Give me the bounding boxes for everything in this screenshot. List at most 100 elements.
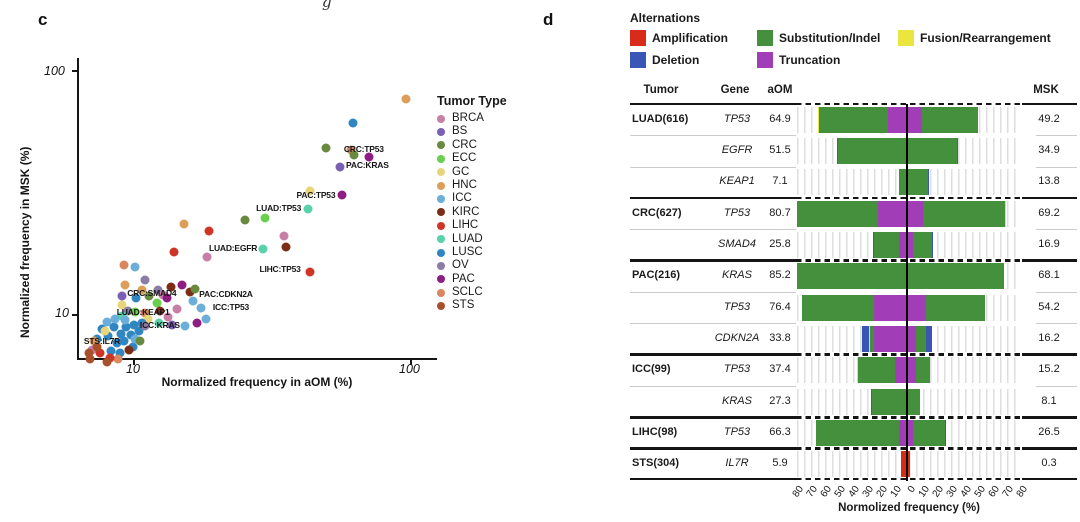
group-separator-line <box>630 477 796 481</box>
aom-value-cell: 64.9 <box>769 112 791 125</box>
scatter-point-bs <box>335 162 345 172</box>
alteration-legend-item: Substitution/Indel <box>757 30 880 46</box>
d-table-row: CRC(627) TP53 80.7 69.2 <box>630 198 1077 229</box>
scatter-point-gc <box>100 326 110 336</box>
legend-item-label: BRCA <box>452 112 484 124</box>
d-col-header-aom: aOM <box>767 84 793 96</box>
legend-dot-icon <box>437 302 445 311</box>
bar-segment-msk-substitution <box>909 388 921 415</box>
legend-swatch-icon <box>630 30 646 46</box>
group-separator-line <box>796 477 1022 481</box>
legend-swatch-icon <box>757 30 773 46</box>
scatter-point-crc <box>349 150 359 160</box>
d-table-row: TP53 76.4 54.2 <box>630 292 1077 323</box>
gene-cell: TP53 <box>723 206 751 219</box>
scatter-point-ov <box>140 275 150 285</box>
bar-segment-aom-deletion <box>861 325 869 353</box>
scatter-point-lusc <box>109 322 119 332</box>
c-x-tickmark <box>133 360 135 365</box>
d-table-row: KRAS 27.3 8.1 <box>630 386 1077 417</box>
d-col-header-gene: Gene <box>720 84 750 96</box>
bar-segment-aom-fusion <box>856 357 858 384</box>
scatter-point-sts <box>102 357 112 367</box>
d-table-row: ICC(99) TP53 37.4 15.2 <box>630 355 1077 386</box>
point-label-lihc-tp53: LIHC:TP53 <box>259 264 301 275</box>
tumor-type-legend-item: LUSC <box>437 246 507 259</box>
scatter-point-brca <box>202 252 212 262</box>
legend-item-label: CRC <box>452 138 477 151</box>
scatter-point-icc <box>196 303 206 313</box>
bar-segment-msk-truncation <box>909 106 922 133</box>
point-label-crc-tp53: CRC:TP53 <box>343 144 384 155</box>
tumor-type-legend-item: STS <box>437 299 507 312</box>
d-table-row: STS(304) IL7R 5.9 0.3 <box>630 449 1077 480</box>
alteration-legend-label: Substitution/Indel <box>779 31 881 45</box>
legend-dot-icon <box>437 195 445 204</box>
group-separator-line <box>630 259 796 262</box>
scatter-point-icc <box>188 296 198 306</box>
scatter-point-pac <box>364 152 374 162</box>
bar-segment-msk-substitution <box>909 137 957 165</box>
scatter-point-lusc <box>112 338 122 348</box>
row-separator-line <box>630 135 796 137</box>
bar-segment-aom-substitution <box>899 169 909 196</box>
legend-dot-icon <box>437 154 445 163</box>
scatter-point-luad <box>258 244 268 254</box>
scatter-point-pac <box>337 190 347 200</box>
tumor-cell: LUAD(616) <box>632 112 689 125</box>
d-col-header-msk: MSK <box>1033 84 1059 96</box>
scatter-point-sclc <box>113 354 123 364</box>
msk-value-cell: 15.2 <box>1038 363 1060 376</box>
aom-value-cell: 85.2 <box>769 269 791 282</box>
scatter-point-lihc <box>95 348 105 358</box>
msk-value-cell: 16.2 <box>1038 331 1060 344</box>
bar-segment-msk-truncation <box>909 419 914 447</box>
scatter-point-ov <box>123 306 133 316</box>
scatter-point-crc <box>144 291 154 301</box>
scatter-point-lusc <box>121 322 131 332</box>
d-table-row: LIHC(98) TP53 66.3 26.5 <box>630 417 1077 448</box>
group-separator-line <box>630 102 796 106</box>
point-label-pac-kras: PAC:KRAS <box>346 159 389 170</box>
scatter-point-ov <box>140 321 150 331</box>
scatter-point-pac <box>177 280 187 290</box>
bar-segment-aom-substitution <box>816 419 900 447</box>
scatter-point-crc <box>135 336 145 346</box>
scatter-point-crc <box>321 143 331 153</box>
scatter-point-sclc <box>346 145 356 155</box>
group-separator-line <box>796 447 1022 450</box>
tumor-cell: PAC(216) <box>632 269 681 282</box>
scatter-point-brca <box>163 312 173 322</box>
tumor-type-legend-item: SCLC <box>437 286 507 299</box>
scatter-point-pac <box>192 318 202 328</box>
bar-zone <box>797 451 1021 478</box>
bar-segment-msk-truncation <box>909 357 916 384</box>
tumor-cell: ICC(99) <box>632 363 671 376</box>
scatter-point-ov <box>153 285 163 295</box>
bar-segment-msk-deletion <box>927 169 929 196</box>
gene-cell: KRAS <box>722 269 752 282</box>
point-label-luad-tp53: LUAD:TP53 <box>256 203 302 214</box>
bar-segment-msk-substitution <box>916 357 931 384</box>
row-separator-line <box>1036 386 1077 387</box>
tumor-type-legend-item: LUAD <box>437 233 507 246</box>
gene-cell: EGFR <box>721 143 753 156</box>
group-separator-line <box>796 196 1022 200</box>
scatter-point-sts <box>85 354 95 364</box>
bar-segment-msk-substitution <box>909 263 1005 290</box>
tumor-type-legend-item: GC <box>437 166 507 179</box>
msk-value-cell: 69.2 <box>1038 206 1060 219</box>
bar-segment-msk-substitution <box>921 106 978 133</box>
row-separator-line <box>1036 166 1077 168</box>
aom-value-cell: 51.5 <box>769 143 791 156</box>
scatter-point-lusc <box>134 326 144 336</box>
legend-dot-icon <box>437 168 445 177</box>
gene-cell: TP53 <box>723 112 751 125</box>
msk-value-cell: 68.1 <box>1038 269 1060 282</box>
bar-segment-aom-deletion <box>872 231 874 259</box>
bar-segment-msk-substitution <box>916 325 926 353</box>
tumor-type-legend-item: ECC <box>437 152 507 165</box>
legend-item-label: PAC <box>452 272 475 285</box>
tumor-cell: STS(304) <box>632 457 680 470</box>
scatter-point-luad <box>154 318 164 328</box>
